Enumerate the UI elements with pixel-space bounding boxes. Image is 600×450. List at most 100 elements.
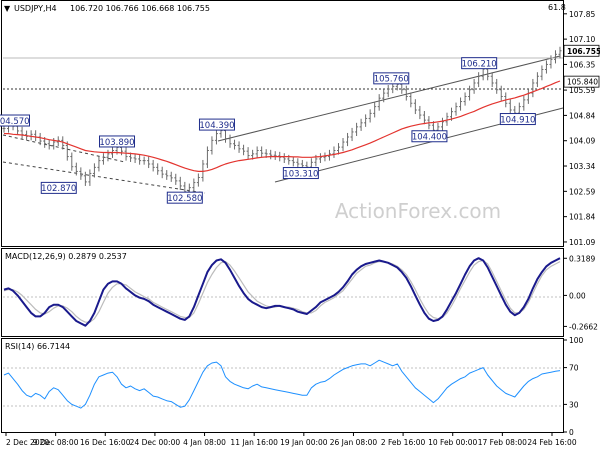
price-bar xyxy=(477,72,481,88)
macd-y-tick: -0.2662 xyxy=(569,322,598,331)
price-bar xyxy=(88,169,92,186)
price-bar xyxy=(495,78,499,94)
rsi-panel-frame xyxy=(1,338,564,433)
price-bar xyxy=(92,163,96,178)
svg-text:104.390: 104.390 xyxy=(199,121,234,131)
price-bar xyxy=(228,134,232,148)
price-bar xyxy=(233,139,237,150)
price-bar xyxy=(341,138,345,152)
price-bar xyxy=(454,102,458,116)
price-bar xyxy=(558,46,562,59)
svg-text:103.890: 103.890 xyxy=(99,138,134,148)
price-bar xyxy=(74,162,78,176)
price-y-tick: 106.35 xyxy=(569,60,595,69)
price-bar xyxy=(251,149,255,160)
price-bar xyxy=(544,60,548,74)
price-bar xyxy=(364,114,368,127)
price-y-tick: 107.10 xyxy=(569,35,595,44)
price-bar xyxy=(273,151,277,160)
price-bar xyxy=(246,147,250,160)
price-bar xyxy=(323,152,327,162)
price-bar xyxy=(70,152,74,171)
price-bar xyxy=(129,152,133,162)
price-bar xyxy=(210,136,214,155)
price-bar xyxy=(350,127,354,142)
downtrend-line-dashed xyxy=(2,161,206,194)
price-bar xyxy=(549,55,553,69)
price-bar xyxy=(237,141,241,153)
price-y-tick: 104.84 xyxy=(569,111,595,120)
price-bar xyxy=(142,156,146,165)
ohlc-label: 106.720 106.766 106.668 106.755 xyxy=(70,4,210,13)
price-bar xyxy=(174,173,178,185)
price-bar xyxy=(377,94,381,111)
x-tick-label: 16 Dec 16:00 xyxy=(80,438,131,447)
svg-text:104.400: 104.400 xyxy=(412,133,447,143)
price-tag: 105.840 xyxy=(563,75,600,88)
price-bar xyxy=(409,92,413,108)
price-bar xyxy=(463,92,467,106)
price-annotation: 103.310 xyxy=(282,167,319,179)
svg-text:102.580: 102.580 xyxy=(167,194,202,204)
price-bar xyxy=(151,159,155,172)
price-bar xyxy=(382,89,386,103)
moving-average-line xyxy=(4,80,561,172)
price-annotation: 105.760 xyxy=(373,72,410,85)
price-bar xyxy=(445,112,449,126)
price-annotation: 106.210 xyxy=(461,57,498,69)
price-bar xyxy=(101,153,105,165)
price-bar xyxy=(165,170,169,180)
svg-text:103.310: 103.310 xyxy=(283,169,318,179)
x-tick-label: 4 Jan 08:00 xyxy=(183,438,226,447)
rsi-group xyxy=(3,359,561,409)
price-bar xyxy=(531,78,535,98)
macd-y-tick: 0.3189 xyxy=(569,254,595,263)
header-arrow-icon: ▼ xyxy=(4,4,11,13)
x-tick-label: 24 Dec 00:00 xyxy=(130,438,181,447)
x-tick-label: 24 Feb 16:00 xyxy=(527,438,576,447)
macd-group xyxy=(3,257,561,327)
price-bar xyxy=(201,159,205,182)
price-bar xyxy=(260,146,264,158)
price-bar xyxy=(282,153,286,163)
price-bar xyxy=(178,176,182,190)
price-bar xyxy=(61,136,65,150)
price-y-tick: 101.09 xyxy=(569,238,595,247)
price-annotation: 104.400 xyxy=(411,130,448,143)
price-bar xyxy=(535,72,539,88)
price-bar xyxy=(296,158,300,169)
price-bar xyxy=(192,178,196,192)
x-tick-label: 10 Feb 00:00 xyxy=(428,438,477,447)
macd-panel-frame xyxy=(1,248,564,337)
price-bar xyxy=(355,122,359,136)
price-bar xyxy=(490,72,494,88)
price-annotation: 102.580 xyxy=(166,191,203,204)
price-bar xyxy=(196,173,200,187)
price-bar xyxy=(156,163,160,175)
price-bar xyxy=(359,118,363,131)
price-bar xyxy=(422,111,426,125)
x-tick-label: 9 Dec 08:00 xyxy=(33,438,79,447)
price-bar xyxy=(138,154,142,165)
price-bar xyxy=(440,117,444,131)
price-bar xyxy=(147,156,151,169)
price-annotation: 103.890 xyxy=(99,135,136,148)
macd-line xyxy=(3,257,561,327)
price-bar xyxy=(373,102,377,118)
rsi-line xyxy=(3,359,561,409)
price-bar xyxy=(459,97,463,111)
rsi-y-tick: 30 xyxy=(569,400,579,409)
price-bar xyxy=(97,156,101,172)
price-y-tick: 105.59 xyxy=(569,86,595,95)
price-bar xyxy=(65,141,69,161)
price-bar xyxy=(124,147,128,161)
price-bar xyxy=(318,153,322,163)
price-bar xyxy=(468,85,472,101)
price-bar xyxy=(346,132,350,147)
price-bar xyxy=(47,139,51,150)
price-bar xyxy=(291,156,295,167)
x-tick-label: 2 Feb 16:00 xyxy=(381,438,426,447)
price-bar xyxy=(413,99,417,115)
price-bar xyxy=(242,144,246,156)
